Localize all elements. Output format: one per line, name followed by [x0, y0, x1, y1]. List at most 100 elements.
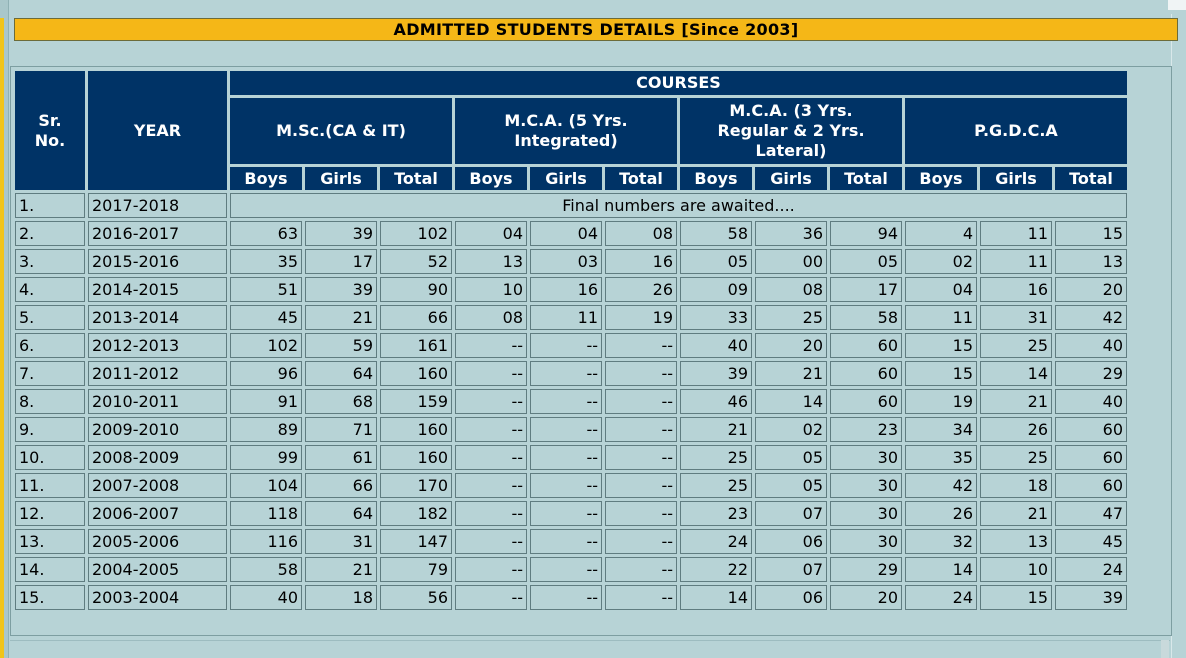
mca-integrated-girls-header: Girls: [530, 167, 602, 190]
admissions-table-panel: Sr. No. YEAR COURSES M.Sc.(CA & IT) M.C.…: [10, 66, 1172, 636]
msc-total-header: Total: [380, 167, 452, 190]
row-value: 21: [980, 389, 1052, 414]
row-value: 25: [680, 473, 752, 498]
mca-integrated-boys-header: Boys: [455, 167, 527, 190]
row-value: --: [530, 417, 602, 442]
row-year: 2009-2010: [88, 417, 227, 442]
row-value: 79: [380, 557, 452, 582]
row-value: 24: [680, 529, 752, 554]
row-value: --: [605, 585, 677, 610]
row-value: 30: [830, 473, 902, 498]
row-value: --: [605, 333, 677, 358]
row-value: 21: [680, 417, 752, 442]
row-value: 14: [755, 389, 827, 414]
row-value: 42: [1055, 305, 1127, 330]
row-value: --: [605, 529, 677, 554]
row-value: 13: [980, 529, 1052, 554]
row-value: 34: [905, 417, 977, 442]
row-value: 60: [830, 389, 902, 414]
row-value: 60: [830, 361, 902, 386]
row-value: 45: [1055, 529, 1127, 554]
msc-girls-header: Girls: [305, 167, 377, 190]
row-value: 08: [455, 305, 527, 330]
row-sr-no: 14.: [15, 557, 85, 582]
row-value: --: [530, 361, 602, 386]
row-value: 33: [680, 305, 752, 330]
courses-header: COURSES: [230, 71, 1127, 95]
admissions-table: Sr. No. YEAR COURSES M.Sc.(CA & IT) M.C.…: [12, 68, 1130, 613]
row-value: --: [455, 501, 527, 526]
mca-regular-boys-header: Boys: [680, 167, 752, 190]
row-value: 39: [305, 277, 377, 302]
row-value: 23: [830, 417, 902, 442]
table-row: 11. 2007-2008 104 66 170 -- -- -- 25 05 30 42 18 60: [15, 473, 1127, 498]
row-sr-no: 1.: [15, 193, 85, 218]
row-value: 15: [1055, 221, 1127, 246]
row-value: 15: [905, 333, 977, 358]
row-value: 05: [755, 445, 827, 470]
row-sr-no: 2.: [15, 221, 85, 246]
row-value: 25: [755, 305, 827, 330]
row-sr-no: 13.: [15, 529, 85, 554]
row-value: 61: [305, 445, 377, 470]
row-value: 08: [605, 221, 677, 246]
row-value: 66: [305, 473, 377, 498]
row-value: 159: [380, 389, 452, 414]
table-row: 9. 2009-2010 89 71 160 -- -- -- 21 02 23 34 26 60: [15, 417, 1127, 442]
row-year: 2013-2014: [88, 305, 227, 330]
row-year: 2012-2013: [88, 333, 227, 358]
row-value: 19: [605, 305, 677, 330]
row-value: 24: [1055, 557, 1127, 582]
table-row: 12. 2006-2007 118 64 182 -- -- -- 23 07 30 26 21 47: [15, 501, 1127, 526]
row-value: 02: [755, 417, 827, 442]
row-value: --: [605, 389, 677, 414]
row-value: --: [455, 333, 527, 358]
row-year: 2008-2009: [88, 445, 227, 470]
row-year: 2015-2016: [88, 249, 227, 274]
table-row: 2. 2016-2017 63 39 102 04 04 08 58 36 94 4 11 15: [15, 221, 1127, 246]
row-value: 13: [1055, 249, 1127, 274]
year-header: YEAR: [88, 71, 227, 190]
row-value: 58: [830, 305, 902, 330]
row-value: 31: [305, 529, 377, 554]
row-value: 25: [980, 445, 1052, 470]
row-value: 07: [755, 557, 827, 582]
row-value: 31: [980, 305, 1052, 330]
course-msc-header: M.Sc.(CA & IT): [230, 98, 452, 164]
row-value: --: [605, 557, 677, 582]
scrollbar-corner: [1161, 640, 1169, 658]
row-value: 17: [305, 249, 377, 274]
row-value: 18: [980, 473, 1052, 498]
pgdca-boys-header: Boys: [905, 167, 977, 190]
row-value: --: [455, 529, 527, 554]
row-value: 26: [605, 277, 677, 302]
row-value: 13: [455, 249, 527, 274]
msc-boys-header: Boys: [230, 167, 302, 190]
table-row: 6. 2012-2013 102 59 161 -- -- -- 40 20 60 15 25 40: [15, 333, 1127, 358]
row-value: 4: [905, 221, 977, 246]
row-value: 46: [680, 389, 752, 414]
row-value: 35: [230, 249, 302, 274]
row-value: 03: [530, 249, 602, 274]
table-row: 5. 2013-2014 45 21 66 08 11 19 33 25 58 11 31 42: [15, 305, 1127, 330]
row-value: 20: [755, 333, 827, 358]
row-value: --: [605, 417, 677, 442]
row-value: 56: [380, 585, 452, 610]
row-value: 116: [230, 529, 302, 554]
pgdca-total-header: Total: [1055, 167, 1127, 190]
row-value: 40: [1055, 333, 1127, 358]
row-value: 102: [230, 333, 302, 358]
row-value: 25: [980, 333, 1052, 358]
table-row: 15. 2003-2004 40 18 56 -- -- -- 14 06 20 24 15 39: [15, 585, 1127, 610]
mca-regular-girls-header: Girls: [755, 167, 827, 190]
row-sr-no: 10.: [15, 445, 85, 470]
row-value: 42: [905, 473, 977, 498]
row-value: 60: [830, 333, 902, 358]
course-mca-regular-header: M.C.A. (3 Yrs. Regular & 2 Yrs. Lateral): [680, 98, 902, 164]
row-value: 58: [230, 557, 302, 582]
row-value: 29: [830, 557, 902, 582]
row-value: 30: [830, 445, 902, 470]
row-value: 160: [380, 417, 452, 442]
row-value: 21: [305, 557, 377, 582]
row-value: 22: [680, 557, 752, 582]
